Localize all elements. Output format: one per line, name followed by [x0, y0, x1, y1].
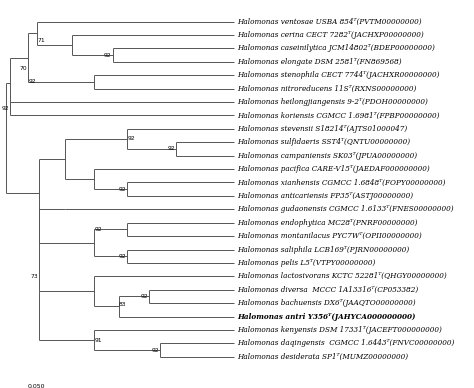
Text: Halomonas xianhensis CGMCC 1.6848ᵀ(FOPY00000000): Halomonas xianhensis CGMCC 1.6848ᵀ(FOPY0…: [237, 178, 445, 187]
Text: Halomonas koriensis CGMCC 1.6981ᵀ(FPBP00000000): Halomonas koriensis CGMCC 1.6981ᵀ(FPBP00…: [237, 111, 439, 120]
Text: 71: 71: [37, 38, 45, 43]
Text: 92: 92: [104, 52, 112, 57]
Text: Halomonas sulfidaeris SST4ᵀ(QNTU00000000): Halomonas sulfidaeris SST4ᵀ(QNTU00000000…: [237, 138, 410, 146]
Text: 83: 83: [119, 302, 127, 307]
Text: Halomonas elongate DSM 2581ᵀ(FN869568): Halomonas elongate DSM 2581ᵀ(FN869568): [237, 58, 401, 66]
Text: Halomonas bachuensis DX6ᵀ(JAAQTO00000000): Halomonas bachuensis DX6ᵀ(JAAQTO00000000…: [237, 299, 415, 307]
Text: Halomonas saliphila LCB169ᵀ(PJRN00000000): Halomonas saliphila LCB169ᵀ(PJRN00000000…: [237, 246, 409, 253]
Text: 92: 92: [168, 146, 175, 151]
Text: Halomonas stenophila CECT 7744ᵀ(JACHXR00000000): Halomonas stenophila CECT 7744ᵀ(JACHXR00…: [237, 71, 439, 79]
Text: Halomonas antri Y356ᵀ(JAHYCA000000000): Halomonas antri Y356ᵀ(JAHYCA000000000): [237, 313, 415, 320]
Text: Halomonas stevensii S18214ᵀ(AJTS01000047): Halomonas stevensii S18214ᵀ(AJTS01000047…: [237, 125, 407, 133]
Text: Halomonas montanilacus PYC7Wᵀ(OPII00000000): Halomonas montanilacus PYC7Wᵀ(OPII000000…: [237, 232, 421, 240]
Text: 70: 70: [20, 66, 27, 71]
Text: Halomonas pelis L5ᵀ(VTPY00000000): Halomonas pelis L5ᵀ(VTPY00000000): [237, 259, 375, 267]
Text: Halomonas lactosivorans KCTC 52281ᵀ(QHGY00000000): Halomonas lactosivorans KCTC 52281ᵀ(QHGY…: [237, 272, 447, 280]
Text: 91: 91: [94, 338, 102, 343]
Text: Halomonas endophytica MC28ᵀ(PNRF00000000): Halomonas endophytica MC28ᵀ(PNRF00000000…: [237, 219, 417, 227]
Text: 0.050: 0.050: [28, 384, 46, 388]
Text: Halomonas campaniensis SK03ᵀ(JPUA00000000): Halomonas campaniensis SK03ᵀ(JPUA0000000…: [237, 152, 417, 159]
Text: Halomonas daqingensis  CGMCC 1.6443ᵀ(FNVC00000000): Halomonas daqingensis CGMCC 1.6443ᵀ(FNVC…: [237, 340, 454, 347]
Text: Halomonas desiderata SP1ᵀ(MUMZ00000000): Halomonas desiderata SP1ᵀ(MUMZ00000000): [237, 353, 408, 361]
Text: 92: 92: [141, 294, 149, 299]
Text: Halomonas ventosae USBA 854ᵀ(PVTM00000000): Halomonas ventosae USBA 854ᵀ(PVTM0000000…: [237, 17, 421, 26]
Text: Halomonas diversa  MCCC 1A13316ᵀ(CP053382): Halomonas diversa MCCC 1A13316ᵀ(CP053382…: [237, 286, 418, 294]
Text: Halomonas heilongjiangensis 9-2ᵀ(PDOH00000000): Halomonas heilongjiangensis 9-2ᵀ(PDOH000…: [237, 98, 428, 106]
Text: Halomonas gudaonensis CGMCC 1.6133ᵀ(FNES00000000): Halomonas gudaonensis CGMCC 1.6133ᵀ(FNES…: [237, 205, 454, 213]
Text: 92: 92: [2, 106, 9, 111]
Text: 92: 92: [29, 80, 36, 84]
Text: Halomonas anticariensis FP35ᵀ(ASTJ00000000): Halomonas anticariensis FP35ᵀ(ASTJ000000…: [237, 192, 413, 200]
Text: 92: 92: [118, 254, 126, 259]
Text: 92: 92: [118, 187, 126, 192]
Text: Halomonas pacifica CARE-V15ᵀ(JAEDAF000000000): Halomonas pacifica CARE-V15ᵀ(JAEDAF00000…: [237, 165, 429, 173]
Text: 92: 92: [94, 227, 102, 232]
Text: 92: 92: [128, 136, 135, 141]
Text: 92: 92: [151, 348, 159, 353]
Text: Halomonas kenyensis DSM 17331ᵀ(JACEFT000000000): Halomonas kenyensis DSM 17331ᵀ(JACEFT000…: [237, 326, 442, 334]
Text: 73: 73: [31, 274, 38, 279]
Text: Halomonas cerina CECT 7282ᵀ(JACHXP00000000): Halomonas cerina CECT 7282ᵀ(JACHXP000000…: [237, 31, 424, 39]
Text: Halomonas nitroreducens 11Sᵀ(RXNS00000000): Halomonas nitroreducens 11Sᵀ(RXNS0000000…: [237, 85, 416, 93]
Text: Halomonas caseinilytica JCM14802ᵀ(BDEP00000000): Halomonas caseinilytica JCM14802ᵀ(BDEP00…: [237, 44, 435, 52]
